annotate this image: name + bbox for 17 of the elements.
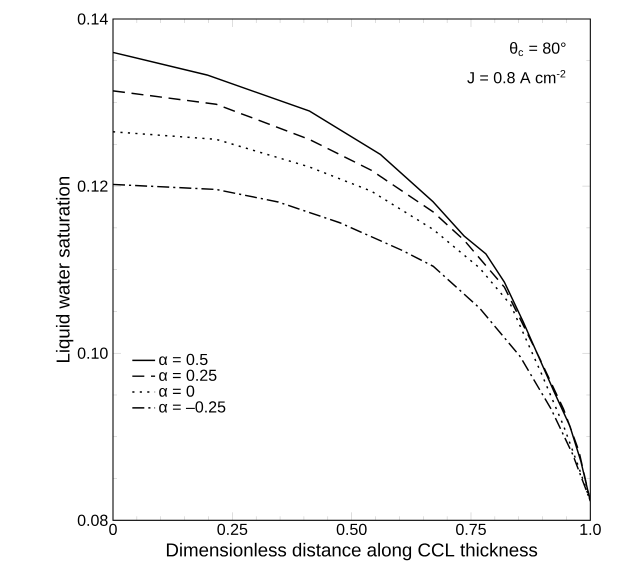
legend-label: α = 0.25 bbox=[159, 370, 216, 381]
legend-label: α = –0.25 bbox=[159, 401, 226, 413]
x-tick-label: 0.50 bbox=[336, 524, 367, 536]
x-tick-label: 0.25 bbox=[217, 524, 248, 536]
annotation: J = 0.8 A cm$^{-2}$ bbox=[467, 70, 566, 84]
x-tick-label: 1.0 bbox=[580, 524, 601, 536]
legend-label: α = 0 bbox=[159, 385, 194, 397]
legend-label: α = 0.5 bbox=[159, 354, 208, 366]
y-tick-label: 0.10 bbox=[78, 348, 108, 359]
x-tick-label: 0 bbox=[109, 524, 117, 536]
x-tick-label: 0.75 bbox=[456, 524, 486, 536]
y-tick-label: 0.12 bbox=[78, 180, 108, 192]
y-axis-title: Liquid water saturation bbox=[56, 177, 74, 362]
annotation: θ$_{c}$ = 80° bbox=[510, 42, 566, 56]
y-tick-label: 0.14 bbox=[78, 13, 108, 25]
y-tick-label: 0.08 bbox=[78, 514, 108, 526]
x-axis-title: Dimensionless distance along CCL thickness bbox=[166, 542, 538, 560]
